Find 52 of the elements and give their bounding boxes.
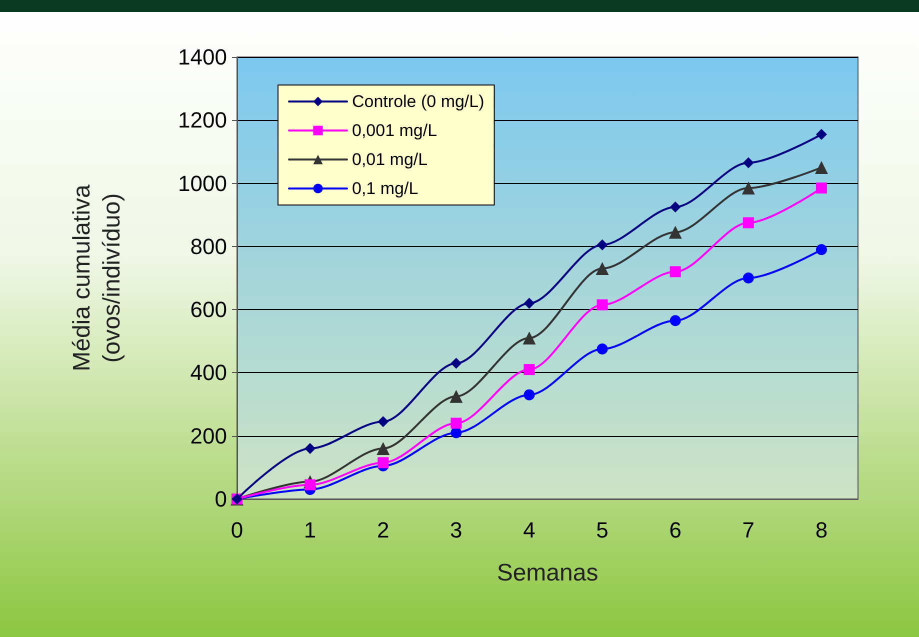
y-tick-label: 1000: [178, 170, 227, 196]
point: [816, 244, 827, 256]
point: [816, 182, 827, 194]
y-tick-label: 200: [190, 423, 227, 448]
y-tick-label: 800: [190, 234, 227, 259]
point: [742, 272, 754, 284]
point: [742, 182, 755, 195]
point: [450, 390, 463, 403]
x-tick-label: 2: [376, 518, 390, 542]
x-tick-label: 8: [815, 518, 828, 542]
point: [668, 226, 682, 239]
point: [742, 157, 754, 168]
point: [524, 298, 535, 309]
point: [670, 315, 681, 326]
point: [596, 262, 609, 276]
legend-label: 0,01 mg/L: [352, 150, 428, 169]
point: [376, 442, 390, 455]
point: [814, 161, 828, 174]
y-axis-title: Média cumulativa (ovos/indivíduo): [68, 184, 126, 372]
point: [378, 416, 389, 428]
x-tick-label: 7: [742, 518, 755, 542]
point: [596, 299, 608, 310]
point: [524, 389, 535, 400]
point: [450, 358, 462, 369]
point: [304, 442, 316, 454]
x-tick-label: 1: [304, 518, 316, 542]
point: [742, 217, 754, 228]
point: [816, 128, 827, 140]
x-tick-label: 5: [596, 518, 608, 542]
x-tick-label: 3: [450, 518, 462, 542]
legend-label: 0,001 mg/L: [352, 121, 438, 140]
y-tick-label: 1200: [178, 108, 227, 133]
point: [450, 427, 462, 438]
x-axis-title: Semanas: [496, 560, 598, 586]
x-tick-label: 4: [523, 518, 536, 542]
point: [450, 418, 462, 429]
y-tick-label: 1400: [178, 44, 227, 70]
point: [670, 201, 681, 212]
point: [524, 364, 535, 376]
point: [378, 457, 389, 468]
point: [670, 266, 681, 278]
legend-label: Controle (0 mg/L): [352, 92, 484, 111]
x-tick-label: 6: [669, 518, 682, 542]
point: [304, 479, 316, 490]
y-tick-label: 400: [190, 360, 227, 386]
point: [596, 344, 608, 355]
legend-label: 0,1 mg/L: [352, 179, 418, 198]
x-tick-label: 0: [230, 518, 244, 542]
y-tick-label: 0: [214, 486, 227, 512]
point: [596, 239, 608, 250]
point: [522, 331, 536, 344]
y-tick-label: 600: [190, 297, 227, 322]
